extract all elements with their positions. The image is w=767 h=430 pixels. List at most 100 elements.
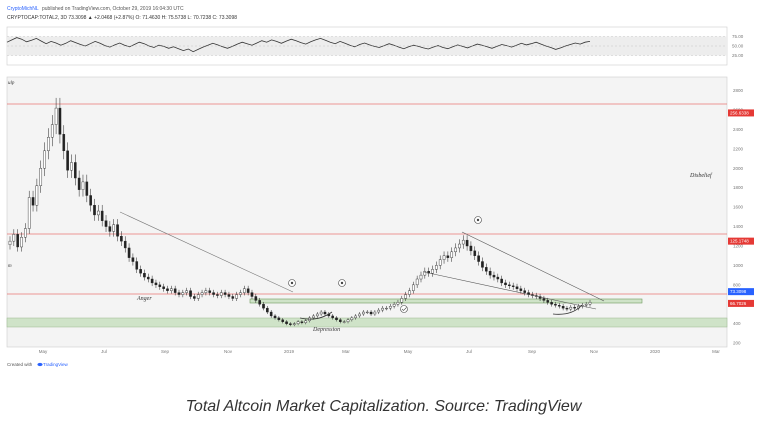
price-axis: 2800260024002200200018001600140012001000… — [733, 88, 744, 346]
candle-body — [500, 278, 503, 284]
rsi-tick-label: 25.00 — [732, 53, 744, 58]
candle-body — [77, 177, 81, 190]
price-panel: 2800260024002200200018001600140012001000… — [6, 76, 754, 354]
candle-body — [185, 290, 188, 293]
candle-body — [358, 313, 361, 317]
trendline-descending-2019-upper — [461, 231, 605, 302]
candle-body — [442, 255, 446, 260]
candlestick-series — [8, 97, 592, 327]
candle-body — [373, 311, 377, 315]
candle-body — [143, 272, 146, 278]
time-tick-label: 2020 — [650, 349, 661, 354]
candle-body — [296, 321, 300, 324]
price-tick-label: 2800 — [733, 88, 744, 93]
time-tick-label: Sep — [528, 349, 537, 354]
label-anger: Anger — [136, 296, 152, 302]
candle-body — [408, 290, 411, 295]
time-tick-label: Jul — [101, 349, 107, 354]
price-tick-label: 400 — [733, 321, 741, 326]
candle-body — [66, 150, 69, 171]
time-axis: May Jul Sep Nov 2019 Mar May Jul Sep Nov 2020 Mar — [39, 349, 721, 354]
candle-body — [93, 205, 96, 216]
candle-body — [266, 307, 269, 313]
candle-body — [31, 197, 35, 206]
candle-body — [204, 290, 208, 293]
candle-body — [419, 274, 423, 280]
candle-body — [8, 240, 12, 245]
price-tick-label: 1800 — [733, 185, 744, 190]
time-tick-label: Nov — [224, 349, 233, 354]
trendline-descending-long — [119, 211, 294, 293]
price-level-badge — [728, 237, 754, 245]
candle-body — [227, 294, 231, 297]
price-tick-label: 2200 — [733, 146, 744, 151]
candle-body — [492, 274, 496, 278]
candle-body — [431, 269, 434, 274]
figure-caption: Total Altcoin Market Capitalization. Sou… — [185, 398, 582, 415]
candle-body — [62, 134, 66, 152]
candle-body — [235, 294, 238, 299]
candle-body — [154, 282, 158, 286]
candle-body — [85, 181, 89, 196]
rsi-tick-label: 50.00 — [732, 44, 744, 49]
time-tick-label: Jul — [466, 349, 472, 354]
candle-body — [139, 269, 142, 274]
candle-body — [519, 288, 523, 291]
candle-body — [331, 315, 334, 319]
price-level-label: 256.6338 — [730, 111, 749, 116]
candle-body — [246, 288, 250, 293]
time-tick-label: Mar — [712, 349, 720, 354]
candle-body — [27, 197, 31, 229]
candle-body — [108, 226, 112, 232]
candle-body — [312, 315, 315, 319]
candle-body — [262, 304, 265, 309]
candle-body — [54, 107, 58, 125]
trendline-descending-2019-lower — [423, 271, 597, 310]
candle-body — [269, 311, 273, 317]
candle-body — [73, 162, 77, 179]
candle-body — [212, 292, 215, 295]
publisher-name: CryptoMichNL — [7, 6, 39, 12]
candle-body — [377, 309, 381, 313]
rsi-tick-label: 75.00 — [732, 34, 744, 39]
candle-body — [385, 307, 388, 310]
candle-body — [112, 224, 116, 232]
candle-body — [135, 261, 139, 270]
candle-body — [116, 224, 119, 237]
candle-body — [100, 210, 104, 221]
candle-body — [254, 296, 258, 301]
candle-body — [339, 319, 342, 322]
candle-body — [458, 243, 461, 249]
candle-body — [300, 321, 304, 323]
candle-body — [542, 298, 546, 301]
tradingview-brand: TradingView — [43, 362, 69, 367]
candle-body — [43, 150, 46, 169]
price-tick-label: 2000 — [733, 166, 744, 171]
candle-body — [465, 239, 469, 247]
candle-body — [166, 288, 169, 291]
candle-body — [131, 257, 135, 262]
time-tick-label: Mar — [342, 349, 350, 354]
candle-body — [216, 294, 219, 296]
marker-circle-3 — [474, 216, 482, 224]
candle-body — [150, 278, 154, 284]
candle-body — [546, 300, 550, 303]
label-depression: Depression — [312, 327, 340, 333]
candle-body — [573, 306, 576, 309]
candle-body — [289, 323, 292, 325]
candle-body — [435, 265, 438, 270]
support-zone-upper — [249, 298, 643, 304]
candle-body — [200, 292, 204, 295]
candle-body — [342, 321, 346, 323]
candle-body — [381, 307, 384, 311]
candle-body — [392, 304, 396, 307]
time-tick-label: May — [404, 349, 413, 354]
candle-body — [588, 302, 592, 305]
candle-body — [273, 315, 277, 319]
candle-body — [123, 240, 127, 249]
time-tick-label: 2019 — [284, 349, 295, 354]
label-left-mid: m — [8, 264, 12, 269]
candle-body — [243, 288, 246, 293]
tradingview-cloud-icon — [37, 362, 43, 367]
